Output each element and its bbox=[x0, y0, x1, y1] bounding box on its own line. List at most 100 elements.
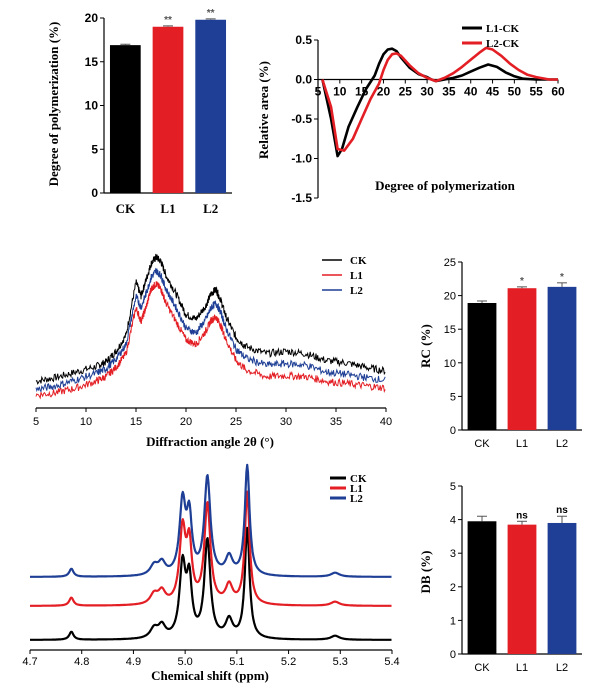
x-tick-label: 4.9 bbox=[126, 656, 141, 668]
bar-ck bbox=[467, 302, 497, 430]
db-ylabel: DB (%) bbox=[418, 551, 433, 594]
y-tick-label: 15 bbox=[85, 55, 99, 69]
significance-mark: ns bbox=[556, 505, 568, 516]
x-tick-label: 10 bbox=[333, 85, 347, 99]
y-tick-label: 0 bbox=[450, 649, 456, 661]
x-category-label: CK bbox=[474, 662, 490, 674]
y-tick-label: 1 bbox=[450, 615, 456, 627]
x-tick-label: 40 bbox=[380, 416, 392, 428]
x-tick-label: 35 bbox=[330, 416, 342, 428]
x-tick-label: 25 bbox=[399, 85, 413, 99]
x-tick-label: 40 bbox=[464, 85, 478, 99]
y-tick-label: 4 bbox=[450, 515, 456, 527]
legend-label: L2 bbox=[350, 285, 363, 297]
nmr-xlabel: Chemical shift (ppm) bbox=[151, 668, 269, 683]
y-tick-label: 10 bbox=[444, 358, 456, 370]
x-category-label: L2 bbox=[203, 201, 218, 216]
series-line-l1-ck bbox=[321, 47, 558, 158]
panel-nmr-chart: Chemical shift (ppm) 4.7 4.8 4.9 5.0 5.1 5.2 5… bbox=[22, 463, 400, 683]
x-tick-label: 5.1 bbox=[229, 656, 244, 668]
x-category-label: CK bbox=[116, 201, 136, 216]
y-tick-label: 0.5 bbox=[295, 33, 312, 47]
y-tick-label: 20 bbox=[444, 291, 456, 303]
x-category-label: L1 bbox=[516, 662, 528, 674]
x-tick-label: 35 bbox=[442, 85, 456, 99]
x-category-label: CK bbox=[474, 438, 490, 450]
x-tick-label: 45 bbox=[486, 85, 500, 99]
x-tick-label: 20 bbox=[180, 416, 192, 428]
x-tick-label: 30 bbox=[420, 85, 434, 99]
legend-label: L1-CK bbox=[486, 23, 519, 35]
legend-label: L1 bbox=[350, 270, 363, 282]
y-tick-label: 5 bbox=[450, 391, 456, 403]
x-tick-label: 4.7 bbox=[22, 656, 37, 668]
y-tick-label: -0.5 bbox=[291, 112, 312, 126]
y-tick-label: 0 bbox=[450, 425, 456, 437]
x-category-label: L1 bbox=[516, 438, 528, 450]
legend-label: CK bbox=[350, 473, 367, 485]
series-line-l1 bbox=[35, 281, 386, 400]
relarea-xlabel: Degree of polymerization bbox=[375, 178, 516, 193]
bar-ck bbox=[109, 45, 141, 193]
x-tick-label: 5 bbox=[33, 416, 39, 428]
series-line-l2 bbox=[29, 463, 392, 578]
panel-db-bar-chart: DB (%) 0 1 2 3 4 5 CK L1 ns L2 ns bbox=[418, 481, 582, 674]
series-line-ck bbox=[29, 526, 392, 641]
y-tick-label: -1.0 bbox=[291, 152, 312, 166]
x-tick-label: 20 bbox=[377, 85, 391, 99]
legend-label: CK bbox=[350, 255, 367, 267]
xrd-xlabel: Diffraction angle 2θ (°) bbox=[146, 434, 274, 449]
x-tick-label: 5 bbox=[315, 85, 322, 99]
x-tick-label: 15 bbox=[130, 416, 142, 428]
significance-mark: ** bbox=[207, 8, 215, 19]
series-line-l1 bbox=[29, 490, 392, 607]
x-tick-label: 60 bbox=[551, 85, 565, 99]
x-tick-label: 10 bbox=[80, 416, 92, 428]
legend-label: L1 bbox=[350, 483, 363, 495]
x-category-label: L2 bbox=[556, 438, 568, 450]
y-tick-label: 2 bbox=[450, 582, 456, 594]
rc-ylabel: RC (%) bbox=[418, 324, 433, 368]
legend-label: L2-CK bbox=[486, 38, 519, 50]
x-tick-label: 5.4 bbox=[384, 656, 399, 668]
panel-relative-area-chart: Relative area (%) Degree of polymerizati… bbox=[256, 23, 565, 205]
x-category-label: L2 bbox=[556, 662, 568, 674]
series-line-l2 bbox=[35, 267, 386, 393]
bar-l1 bbox=[507, 524, 537, 654]
bar-l1 bbox=[152, 26, 184, 193]
x-tick-label: 30 bbox=[280, 416, 292, 428]
x-tick-label: 50 bbox=[508, 85, 522, 99]
significance-mark: * bbox=[520, 276, 524, 287]
legend-label: L2 bbox=[350, 493, 363, 505]
y-tick-label: 5 bbox=[450, 481, 456, 493]
y-tick-label: 25 bbox=[444, 257, 456, 269]
bar-l2 bbox=[547, 522, 577, 654]
y-tick-label: -1.5 bbox=[291, 191, 312, 205]
y-tick-label: 20 bbox=[85, 11, 99, 25]
series-line-ck bbox=[35, 253, 386, 385]
y-tick-label: 15 bbox=[444, 324, 456, 336]
x-tick-label: 5.2 bbox=[281, 656, 296, 668]
dp-bar-ylabel: Degree of polymerization (%) bbox=[46, 22, 61, 187]
bar-l1 bbox=[507, 288, 537, 430]
significance-mark: ns bbox=[516, 510, 528, 521]
y-tick-label: 0.0 bbox=[295, 73, 312, 87]
x-category-label: L1 bbox=[160, 201, 175, 216]
panel-rc-bar-chart: RC (%) 0 5 10 15 20 25 CK L1 * L2 * bbox=[418, 257, 582, 450]
panel-xrd-chart: Diffraction angle 2θ (°) 5 10 15 20 25 30 35 40… bbox=[33, 253, 392, 449]
bar-l2 bbox=[195, 19, 227, 193]
y-tick-label: 10 bbox=[85, 99, 99, 113]
significance-mark: ** bbox=[164, 15, 172, 26]
y-tick-label: 0 bbox=[91, 186, 98, 200]
y-tick-label: 3 bbox=[450, 548, 456, 560]
x-tick-label: 4.8 bbox=[74, 656, 89, 668]
panel-dp-bar-chart: Degree of polymerization (%) 0 5 10 15 20 CK L… bbox=[46, 8, 232, 216]
bar-ck bbox=[467, 521, 497, 654]
bar-l2 bbox=[547, 286, 577, 430]
x-tick-label: 55 bbox=[530, 85, 544, 99]
x-tick-label: 5.0 bbox=[177, 656, 192, 668]
x-tick-label: 25 bbox=[230, 416, 242, 428]
series-line-l2-ck bbox=[321, 46, 558, 152]
significance-mark: * bbox=[560, 272, 564, 283]
